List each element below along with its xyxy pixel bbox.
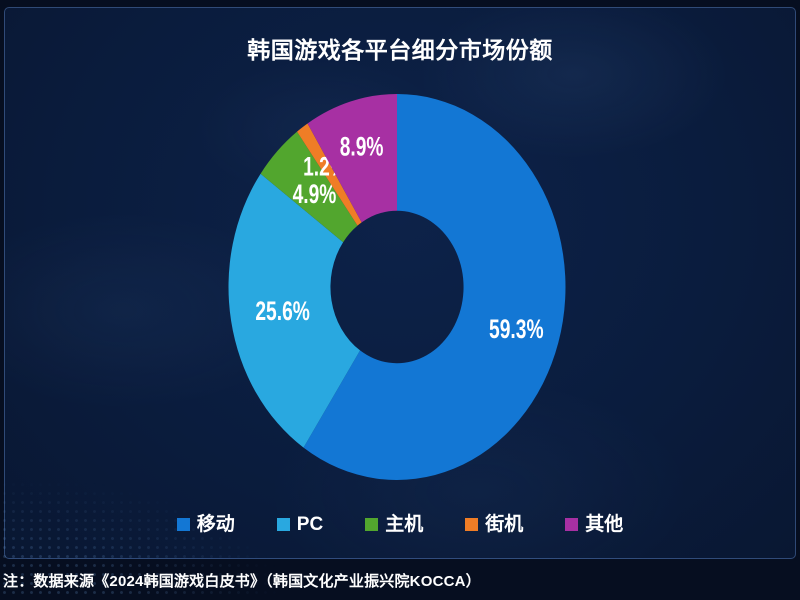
legend-label: 主机	[385, 513, 424, 535]
legend-item: 其他	[565, 515, 623, 534]
legend-label: 街机	[485, 513, 524, 535]
donut-slice	[307, 94, 397, 223]
legend-swatch	[365, 517, 379, 531]
slice-label: 4.9%	[293, 179, 337, 209]
donut-slice	[303, 94, 566, 481]
donut-slice	[297, 123, 362, 226]
legend-item: 移动	[176, 513, 235, 535]
slice-label: 8.9%	[340, 132, 384, 162]
slice-label: 25.6%	[255, 296, 310, 326]
legend-label: 其他	[585, 513, 624, 535]
legend-swatch	[465, 517, 479, 531]
chart-legend: 移动 PC 主机 街机 其他	[0, 511, 800, 537]
legend-label: 移动	[196, 513, 235, 535]
legend-item: PC	[276, 513, 324, 535]
source-note: 注：数据来源《2024韩国游戏白皮书》（韩国文化产业振兴院KOCCA）	[3, 573, 481, 590]
donut-slice	[228, 173, 361, 448]
legend-swatch	[565, 517, 579, 531]
legend-item: 街机	[465, 515, 523, 534]
legend-swatch	[176, 517, 190, 531]
legend-swatch	[276, 517, 290, 531]
chart-title: 韩国游戏各平台细分市场份额	[247, 37, 553, 63]
slice-label: 59.3%	[489, 314, 544, 344]
legend-label: PC	[296, 513, 324, 535]
donut-slice	[260, 131, 358, 243]
legend-item: 主机	[365, 515, 423, 534]
